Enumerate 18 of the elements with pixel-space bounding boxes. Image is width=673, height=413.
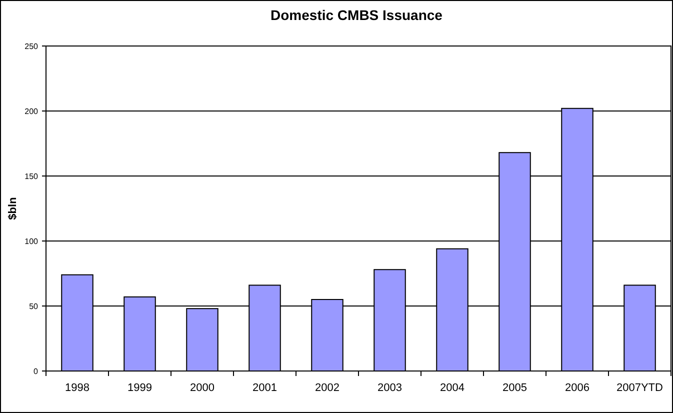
x-tick-label: 1999 (128, 382, 152, 394)
x-tick-label: 1998 (65, 382, 90, 394)
y-tick-label: 100 (24, 236, 39, 246)
x-tick-label: 2003 (378, 382, 402, 394)
y-tick-label: 150 (24, 172, 39, 181)
y-axis-title: $bln (7, 196, 19, 220)
x-tick-label: 2001 (252, 382, 277, 394)
y-tick-label: 200 (24, 106, 39, 116)
y-tick-label: 50 (29, 302, 39, 311)
x-tick-label: 2004 (440, 382, 464, 394)
y-tick-label: 0 (34, 366, 39, 376)
x-tick-label: 2002 (315, 382, 340, 394)
y-tick-label: 250 (24, 42, 39, 51)
x-tick-label: 2000 (190, 382, 214, 394)
x-tick-label: 2006 (565, 382, 590, 394)
chart-title: Domestic CMBS Issuance (270, 7, 443, 23)
x-tick-label: 2007YTD (616, 382, 664, 394)
x-tick-label: 2005 (502, 382, 527, 394)
